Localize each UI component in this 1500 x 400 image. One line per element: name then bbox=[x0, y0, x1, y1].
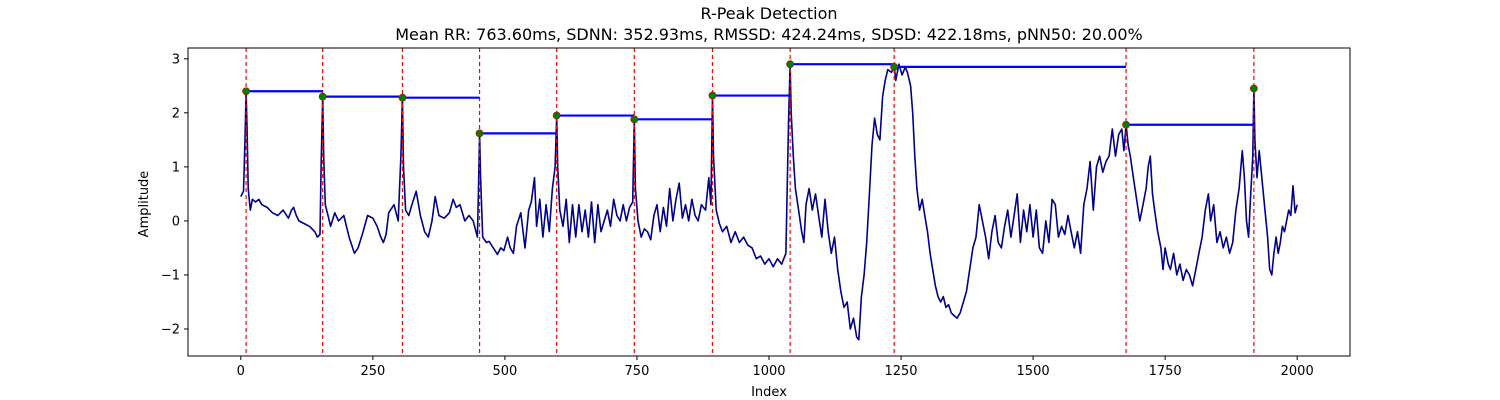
y-tick-label-4: 2 bbox=[172, 106, 180, 121]
signal-line bbox=[240, 63, 1298, 341]
x-tick-label-1: 250 bbox=[360, 364, 385, 379]
y-tick-label-0: −2 bbox=[161, 322, 180, 337]
x-tick-label-2: 500 bbox=[492, 364, 517, 379]
x-tick-label-0: 0 bbox=[237, 364, 245, 379]
x-tick-label-4: 1000 bbox=[752, 364, 785, 379]
y-axis-label: Amplitude bbox=[137, 171, 152, 238]
peak-point-5 bbox=[630, 115, 639, 124]
peak-point-3 bbox=[475, 129, 484, 138]
peak-point-8 bbox=[890, 63, 899, 71]
chart-title: R-Peak Detection bbox=[700, 4, 837, 23]
y-tick-label-1: −1 bbox=[161, 268, 180, 283]
x-tick-label-3: 750 bbox=[625, 364, 650, 379]
peak-point-7 bbox=[786, 60, 795, 69]
x-tick-label-7: 1750 bbox=[1149, 364, 1182, 379]
peak-point-0 bbox=[242, 87, 250, 96]
peak-point-10 bbox=[1249, 84, 1258, 93]
x-axis: 0 250 500 750 1000 1250 1500 1750 2000 bbox=[237, 356, 1314, 379]
chart-subtitle: Mean RR: 763.60ms, SDNN: 352.93ms, RMSSD… bbox=[395, 25, 1143, 44]
axes-frame bbox=[187, 47, 1351, 357]
peak-point-9 bbox=[1122, 120, 1130, 129]
x-tick-label-8: 2000 bbox=[1281, 364, 1314, 379]
x-tick-label-6: 1500 bbox=[1017, 364, 1050, 379]
peak-point-1 bbox=[318, 92, 327, 101]
y-tick-label-5: 3 bbox=[172, 52, 180, 67]
peak-point-2 bbox=[398, 93, 407, 102]
plot-area bbox=[240, 48, 1298, 356]
peak-point-4 bbox=[552, 111, 561, 120]
peak-point-6 bbox=[708, 91, 717, 100]
x-tick-label-5: 1250 bbox=[884, 364, 917, 379]
y-axis: −2 −1 0 1 2 3 bbox=[161, 52, 188, 337]
x-axis-label: Index bbox=[751, 385, 787, 400]
y-tick-label-3: 1 bbox=[172, 160, 180, 175]
y-tick-label-2: 0 bbox=[172, 214, 180, 229]
